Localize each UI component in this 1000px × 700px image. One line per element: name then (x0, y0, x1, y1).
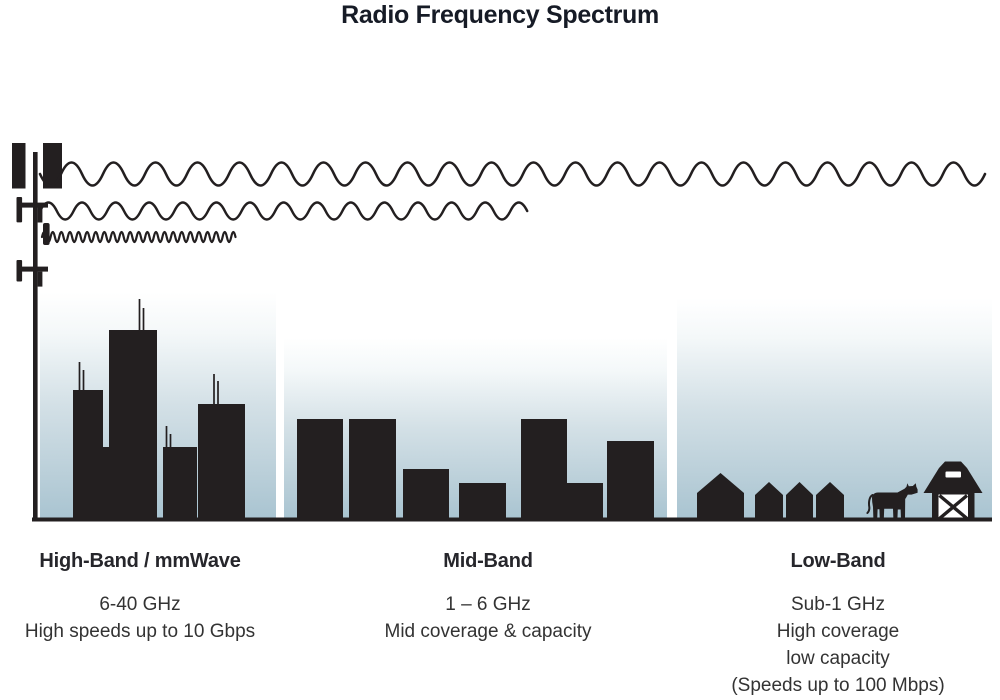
band-label-mid-band: Mid-Band 1 – 6 GHz Mid coverage & capacity (385, 549, 592, 645)
mid-rise-building-icon (459, 483, 506, 519)
mid-frequency-wave (38, 201, 529, 221)
band-line: low capacity (786, 648, 890, 669)
house-icon (755, 482, 783, 519)
city-building-icon (198, 404, 245, 519)
mid-rise-building-icon (403, 469, 449, 519)
band-line: 1 – 6 GHz (445, 594, 531, 615)
low-frequency-wave (38, 161, 987, 187)
band-line: High speeds up to 10 Gbps (24, 621, 256, 642)
house-icon (816, 482, 844, 519)
barn-door-crossbuck (938, 494, 969, 520)
band-description: 6-40 GHz High speeds up to 10 Gbps (25, 591, 255, 645)
barn-icon (923, 461, 983, 520)
cow-body (872, 483, 918, 520)
mid-rise-building-icon (521, 419, 567, 519)
band-label-high-band: High-Band / mmWave 6-40 GHz High speeds up… (25, 549, 255, 645)
roof-antenna-icon (82, 370, 85, 390)
tower-crossbar (18, 266, 48, 272)
city-building-icon (163, 447, 197, 519)
cow-tail (866, 494, 874, 514)
tower-side-antenna (16, 197, 23, 223)
band-line: Sub-1 GHz (791, 594, 885, 615)
cell-tower-icon (12, 143, 62, 520)
tower-mount-stub (37, 207, 43, 223)
band-heading: Mid-Band (443, 550, 533, 572)
mid-rise-building-icon (297, 419, 343, 519)
band-line: 6-40 GHz (99, 594, 181, 615)
band-line: High coverage (776, 621, 900, 642)
band-line: Mid coverage & capacity (384, 621, 592, 642)
tower-side-antenna (16, 260, 23, 282)
city-building-icon (109, 330, 157, 519)
cow-icon (866, 483, 918, 520)
ground-line (32, 517, 992, 522)
barn-loft-vent (945, 471, 961, 478)
tower-antenna-panel-left (12, 143, 26, 189)
mid-rise-building-icon (567, 483, 603, 519)
roof-antenna-icon (165, 426, 168, 447)
band-heading: Low-Band (790, 550, 886, 572)
roof-antenna-icon (169, 434, 172, 447)
tower-mount-stub (37, 271, 43, 287)
house-icon (786, 482, 813, 519)
band-description: 1 – 6 GHz Mid coverage & capacity (385, 591, 592, 645)
band-label-low-band: Low-Band Sub-1 GHz High coverage low capaci… (731, 549, 944, 699)
band-line: (Speeds up to 100 Mbps) (731, 675, 945, 696)
city-building-icon (96, 447, 112, 519)
page-title: Radio Frequency Spectrum (341, 1, 659, 29)
band-description: Sub-1 GHz High coverage low capacity (Speed… (731, 591, 944, 699)
roof-antenna-icon (217, 381, 219, 404)
tower-antenna-panel-right (43, 143, 62, 189)
roof-antenna-icon (213, 374, 215, 404)
house-icon (697, 473, 744, 519)
roof-antenna-icon (78, 362, 81, 390)
high-frequency-wave (40, 230, 237, 244)
roof-antenna-icon (138, 299, 141, 330)
tower-crossbar (18, 202, 48, 208)
band-heading: High-Band / mmWave (39, 550, 241, 572)
mid-rise-building-icon (607, 441, 654, 519)
roof-antenna-icon (142, 308, 145, 330)
tower-pole (33, 152, 38, 520)
mid-rise-building-icon (349, 419, 396, 519)
